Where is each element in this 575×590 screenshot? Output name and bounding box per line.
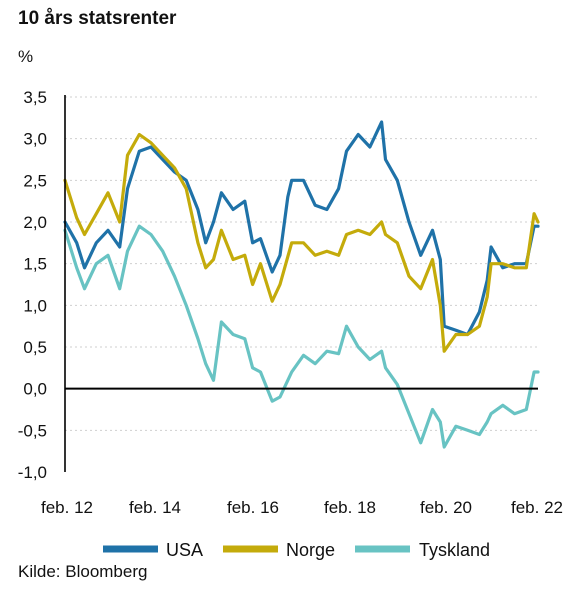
series-line-norge	[63, 132, 540, 353]
x-tick-label: feb. 18	[324, 498, 376, 517]
y-tick-label: 3,0	[23, 130, 47, 149]
legend-label-tyskland: Tyskland	[419, 540, 490, 560]
legend: USA Norge Tyskland	[103, 540, 490, 560]
legend-label-usa: USA	[166, 540, 203, 560]
y-tick-label: 2,5	[23, 171, 47, 190]
x-tick-label: feb. 16	[227, 498, 279, 517]
series-lines	[63, 120, 540, 449]
y-tick-label: 3,5	[23, 88, 47, 107]
y-axis-unit: %	[18, 47, 34, 66]
y-tick-label: 1,0	[23, 296, 47, 315]
x-tick-label: feb. 12	[41, 498, 93, 517]
source-note: Kilde: Bloomberg	[18, 562, 148, 581]
y-tick-label: -0,5	[18, 421, 47, 440]
series-line-tyskland	[63, 224, 540, 449]
x-tick-label: feb. 22	[511, 498, 563, 517]
y-tick-labels: 3,5 3,0 2,5 2,0 1,5 1,0 0,5 0,0 -0,5 -1,0	[18, 88, 47, 482]
x-tick-label: feb. 20	[420, 498, 472, 517]
axes	[64, 95, 538, 472]
x-tick-label: feb. 14	[129, 498, 181, 517]
y-tick-label: 2,0	[23, 213, 47, 232]
x-tick-labels: feb. 12 feb. 14 feb. 16 feb. 18 feb. 20 feb. …	[41, 498, 563, 517]
chart-title: 10 års statsrenter	[18, 8, 177, 29]
legend-label-norge: Norge	[286, 540, 335, 560]
y-tick-label: 0,0	[23, 380, 47, 399]
y-tick-label: 0,5	[23, 338, 47, 357]
series-line-usa	[63, 120, 540, 337]
grid-lines	[65, 96, 538, 431]
y-tick-label: 1,5	[23, 255, 47, 274]
y-tick-label: -1,0	[18, 463, 47, 482]
